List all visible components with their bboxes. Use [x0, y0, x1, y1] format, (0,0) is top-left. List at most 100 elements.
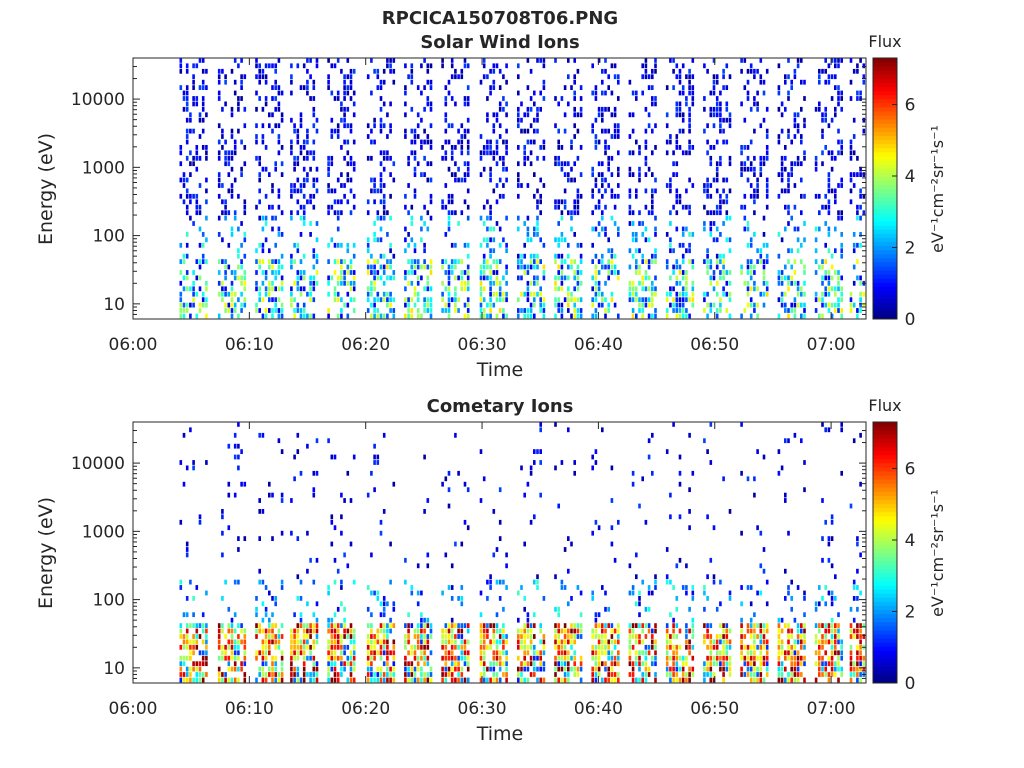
spectrogram-cell	[457, 275, 460, 281]
spectrogram-cell	[352, 677, 356, 683]
spectrogram-cell	[309, 677, 312, 683]
spectrogram-cell	[557, 204, 560, 210]
spectrogram-cell	[306, 150, 309, 156]
spectrogram-cell	[681, 85, 685, 90]
spectrogram-cell	[410, 259, 414, 264]
spectrogram-cell	[302, 308, 306, 313]
spectrogram-cell	[765, 145, 769, 150]
spectrogram-cell	[800, 286, 803, 292]
spectrogram-cell	[523, 291, 526, 297]
spectrogram-cell	[195, 63, 199, 69]
spectrogram-cell	[423, 628, 426, 634]
spectrogram-cell	[189, 623, 192, 628]
spectrogram-cell	[613, 655, 617, 661]
spectrogram-cell	[554, 661, 557, 667]
spectrogram-cell	[221, 530, 224, 536]
spectrogram-cell	[192, 623, 195, 628]
spectrogram-cell	[382, 313, 386, 319]
spectrogram-cell	[379, 672, 383, 677]
colorbar-segment	[873, 629, 897, 635]
spectrogram-cell	[441, 259, 444, 264]
spectrogram-cell	[205, 188, 208, 194]
spectrogram-cell	[224, 308, 227, 313]
spectrogram-cell	[709, 264, 713, 270]
spectrogram-cell	[728, 161, 732, 167]
spectrogram-cell	[441, 655, 444, 661]
spectrogram-cell	[709, 557, 713, 563]
colorbar-segment	[873, 102, 897, 108]
spectrogram-cell	[712, 210, 716, 216]
spectrogram-cell	[709, 280, 713, 286]
spectrogram-cell	[240, 139, 243, 145]
spectrogram-cell	[192, 650, 195, 656]
spectrogram-cell	[821, 536, 824, 541]
spectrogram-cell	[576, 634, 580, 639]
spectrogram-cell	[370, 139, 373, 145]
spectrogram-cell	[740, 166, 743, 172]
spectrogram-cell	[296, 280, 300, 286]
spectrogram-cell	[333, 297, 337, 303]
spectrogram-cell	[271, 215, 274, 221]
spectrogram-cell	[631, 585, 635, 590]
spectrogram-cell	[840, 639, 843, 645]
spectrogram-cell	[610, 541, 614, 547]
spectrogram-cell	[346, 123, 350, 129]
spectrogram-cell	[628, 297, 632, 303]
spectrogram-cell	[576, 128, 580, 134]
spectrogram-cell	[827, 199, 831, 205]
spectrogram-cell	[346, 291, 350, 297]
spectrogram-cell	[454, 286, 457, 292]
spectrogram-cell	[651, 172, 654, 177]
spectrogram-cell	[570, 666, 573, 672]
spectrogram-cell	[635, 270, 638, 275]
spectrogram-cell	[787, 134, 790, 139]
spectrogram-cell	[407, 612, 410, 618]
spectrogram-cell	[302, 270, 306, 275]
spectrogram-cell	[482, 650, 486, 656]
spectrogram-cell	[678, 291, 682, 297]
spectrogram-cell	[691, 85, 695, 90]
spectrogram-cell	[722, 199, 725, 205]
spectrogram-cell	[613, 644, 617, 650]
spectrogram-cell	[205, 150, 208, 156]
spectrogram-cell	[563, 644, 567, 650]
spectrogram-cell	[567, 58, 570, 63]
spectrogram-cell	[312, 183, 316, 188]
spectrogram-cell	[336, 275, 340, 281]
spectrogram-cell	[678, 666, 682, 672]
spectrogram-cell	[502, 297, 505, 303]
spectrogram-cell	[423, 454, 426, 460]
spectrogram-cell	[762, 275, 766, 281]
spectrogram-cell	[827, 226, 831, 232]
spectrogram-cell	[315, 221, 319, 226]
spectrogram-cell	[466, 666, 470, 672]
spectrogram-cell	[447, 215, 451, 221]
spectrogram-cell	[192, 596, 195, 601]
spectrogram-cell	[631, 286, 635, 292]
spectrogram-cell	[185, 242, 189, 248]
spectrogram-cell	[715, 308, 719, 313]
spectrogram-cell	[221, 655, 224, 661]
spectrogram-cell	[526, 634, 530, 639]
spectrogram-cell	[762, 291, 766, 297]
spectrogram-cell	[594, 617, 598, 623]
spectrogram-cell	[722, 677, 725, 683]
spectrogram-cell	[498, 106, 502, 112]
spectrogram-cell	[644, 172, 648, 177]
spectrogram-cell	[542, 155, 546, 161]
spectrogram-cell	[814, 623, 818, 628]
spectrogram-cell	[479, 280, 483, 286]
spectrogram-cell	[179, 68, 183, 74]
spectrogram-cell	[591, 242, 594, 248]
spectrogram-cell	[352, 661, 356, 667]
spectrogram-cell	[441, 204, 444, 210]
spectrogram-cell	[607, 145, 610, 150]
spectrogram-cell	[327, 259, 330, 264]
spectrogram-cell	[255, 74, 258, 80]
spectrogram-cell	[631, 221, 635, 226]
spectrogram-cell	[230, 280, 234, 286]
spectrogram-cell	[719, 204, 722, 210]
spectrogram-cell	[457, 139, 460, 145]
spectrogram-cell	[597, 188, 601, 194]
spectrogram-cell	[691, 590, 695, 596]
